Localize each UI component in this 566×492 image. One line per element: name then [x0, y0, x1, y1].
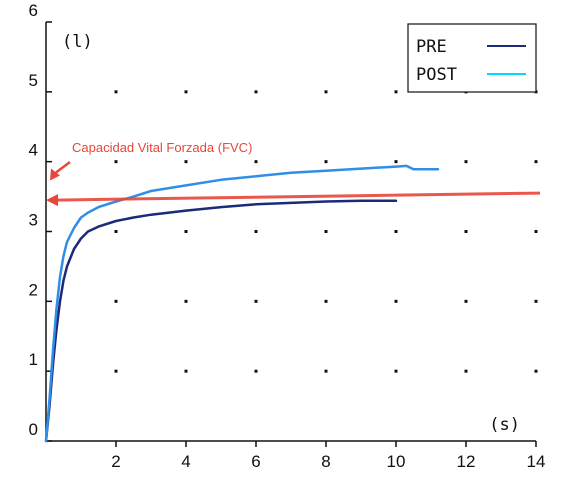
x-tick-label: 8 [321, 452, 330, 471]
grid-dot [184, 90, 188, 94]
series-line-post [44, 164, 440, 443]
legend-label-post: POST [416, 65, 457, 85]
grid-dot [534, 369, 538, 373]
legend: PRE POST [407, 23, 537, 93]
grid-dot [394, 299, 398, 303]
x-tick-label: 6 [251, 452, 260, 471]
grid-dot [464, 369, 468, 373]
grid-dot [534, 160, 538, 164]
x-tick-label: 14 [527, 452, 546, 471]
fvc-pointer-head [50, 168, 60, 181]
grid-dot [114, 369, 118, 373]
fvc-reference-line [55, 191, 541, 202]
fvc-pointer-arrow [55, 161, 71, 174]
series-line-pre [44, 199, 398, 443]
grid-dot [114, 230, 118, 233]
x-tick-label: 4 [181, 452, 190, 471]
grid-dot [184, 299, 188, 303]
y-tick-label: 5 [29, 71, 38, 90]
grid-dot [114, 90, 118, 94]
grid-dot [394, 160, 398, 164]
grid-dot [254, 230, 258, 233]
grid-dot [324, 90, 328, 94]
grid-dot [324, 230, 328, 233]
x-tick-label: 2 [111, 452, 120, 471]
y-tick-label: 6 [29, 1, 38, 20]
grid-dot [254, 90, 258, 94]
y-axis-unit-label: (l) [62, 32, 93, 52]
grid-dot [324, 299, 328, 303]
y-tick-label: 3 [29, 211, 38, 230]
fvc-arrow-head [46, 194, 58, 207]
grid-dot [394, 230, 398, 233]
y-tick-label: 2 [29, 280, 38, 299]
grid-dot [114, 299, 118, 303]
grid-dot [254, 160, 258, 164]
x-tick-label: 10 [387, 452, 406, 471]
grid-dot [254, 369, 258, 373]
x-axis-unit-label: (s) [489, 415, 520, 435]
series-layer [44, 164, 440, 443]
grid-dot [534, 230, 538, 233]
fvc-annotation-text: Capacidad Vital Forzada (FVC) [72, 140, 252, 155]
grid-dot [184, 230, 188, 233]
grid-dot [394, 90, 398, 94]
fvc-annotation: Capacidad Vital Forzada (FVC) [46, 140, 541, 207]
legend-box [407, 23, 537, 93]
y-tick-label: 4 [29, 141, 38, 160]
x-ticks: 2 4 6 8 10 12 14 [111, 441, 545, 471]
grid-dot [394, 369, 398, 373]
y-tick-label: 0 [29, 420, 38, 439]
grid-dot [184, 160, 188, 164]
grid-dot [464, 230, 468, 233]
grid-dot [184, 369, 188, 373]
legend-label-pre: PRE [416, 37, 447, 57]
grid-dots [114, 90, 538, 373]
grid-dot [324, 160, 328, 164]
grid-dot [114, 160, 118, 164]
x-tick-label: 12 [457, 452, 476, 471]
grid-dot [254, 299, 258, 303]
y-ticks: 0 1 2 3 4 5 6 [29, 1, 52, 442]
grid-dot [464, 160, 468, 164]
legend-items: PRE POST [416, 37, 526, 85]
y-tick-label: 1 [29, 350, 38, 369]
grid-dot [534, 299, 538, 303]
grid-dot [464, 299, 468, 303]
grid-dot [324, 369, 328, 373]
